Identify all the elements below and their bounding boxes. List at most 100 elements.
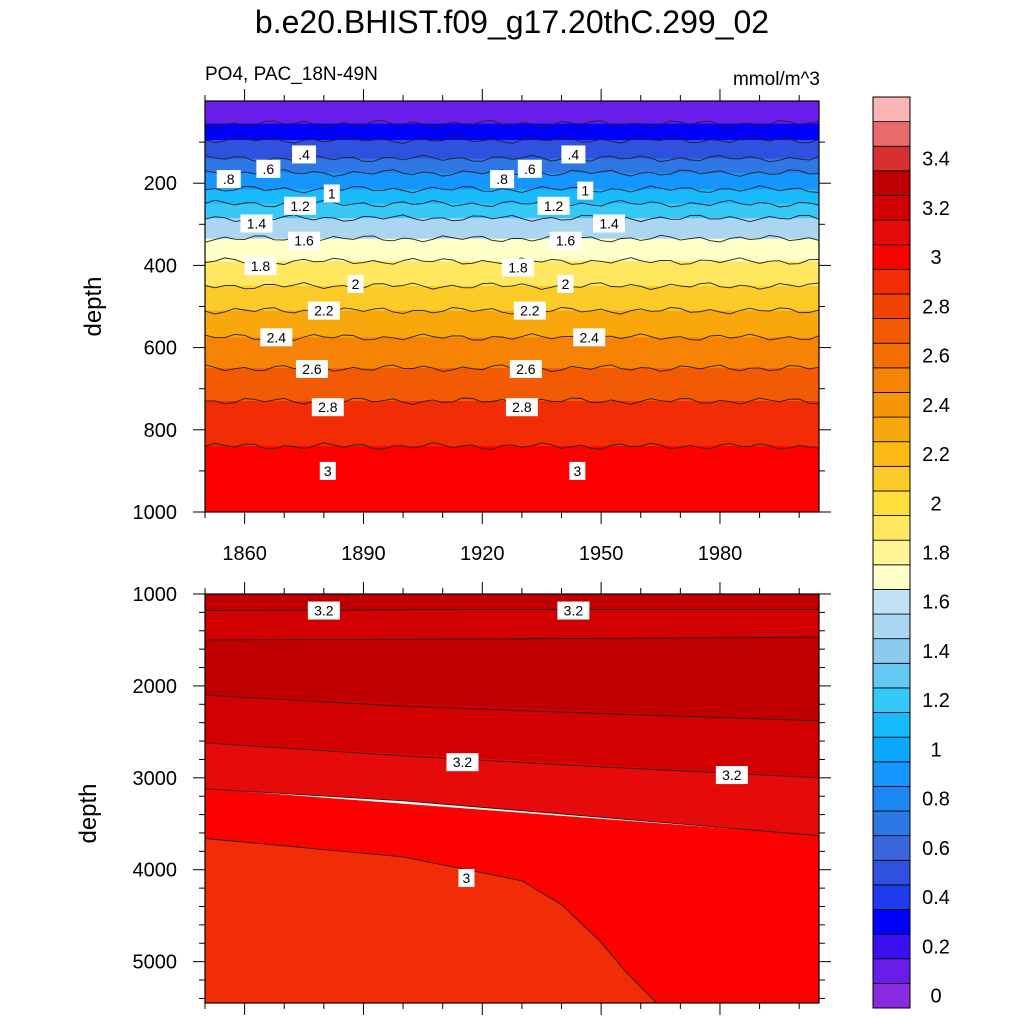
colorbar-tick-label: 0.8 xyxy=(922,789,950,811)
contour-label: 2 xyxy=(557,274,574,293)
colorbar-swatch xyxy=(872,736,911,763)
contour-label-box xyxy=(573,328,606,347)
contour-label-text: .8 xyxy=(496,171,508,187)
contour-line xyxy=(205,609,819,611)
contour-label-text: 1.8 xyxy=(251,258,271,274)
colorbar-tick-label: 2.4 xyxy=(922,395,950,417)
contour-label: .4 xyxy=(561,145,586,164)
contour-label-text: 3 xyxy=(463,870,471,886)
colorbar-swatch xyxy=(872,539,911,566)
contour-label: 1.2 xyxy=(537,196,570,215)
chart-title: b.e20.BHIST.f09_g17.20thC.299_02 xyxy=(254,4,770,40)
contour-label-text: .6 xyxy=(524,161,536,177)
colorbar-swatch xyxy=(872,835,911,861)
lower-plot-frame xyxy=(204,593,820,1004)
contour-label-box xyxy=(715,766,748,785)
contour-label-text: 1.4 xyxy=(247,215,267,231)
contour-label-box xyxy=(284,196,317,215)
contour-label-box xyxy=(517,159,542,178)
contour-line xyxy=(205,306,819,315)
colorbar-swatch xyxy=(872,687,911,713)
contour-label-box xyxy=(509,359,542,378)
contour-label-box xyxy=(577,181,594,200)
contour-label: .6 xyxy=(256,159,281,178)
filled-region xyxy=(205,594,819,611)
colorbar-swatch xyxy=(872,982,911,1009)
colorbar-tick-label: 2.6 xyxy=(922,346,950,368)
contour-label-box xyxy=(490,170,515,189)
contour-label-text: 1.8 xyxy=(508,259,528,275)
contour-label-text: 3 xyxy=(573,463,581,479)
colorbar-swatch xyxy=(872,219,911,246)
contour-label-box xyxy=(292,145,317,164)
contour-line xyxy=(205,788,819,837)
colorbar-frame xyxy=(872,96,911,1009)
contour-label-box xyxy=(549,231,582,250)
contour-label-box xyxy=(319,461,336,480)
contour-label-text: 3.2 xyxy=(564,603,584,619)
depth-band xyxy=(205,189,819,205)
contour-label-text: 2.6 xyxy=(516,361,536,377)
contour-label-text: 1 xyxy=(328,185,336,201)
colorbar-swatch xyxy=(872,810,911,837)
contour-line xyxy=(205,185,819,194)
colorbar-swatch xyxy=(872,392,911,418)
colorbar-swatch xyxy=(872,515,911,541)
contour-line xyxy=(205,636,819,641)
y-tick-label: 3000 xyxy=(133,768,178,790)
lower-contour-panel: 1000 2000 3000 4000 5000 depth 3.2 3.2 3.2 3.2 3 xyxy=(75,582,831,1015)
contour-label-box xyxy=(244,257,277,276)
contour-label: .4 xyxy=(292,145,317,164)
contour-line xyxy=(205,742,819,779)
contour-label: 2.6 xyxy=(509,359,542,378)
contour-label-box xyxy=(256,159,281,178)
contour-label-text: .4 xyxy=(298,146,310,162)
depth-band xyxy=(205,158,819,174)
contour-label: 2.8 xyxy=(505,398,538,417)
contour-label-text: 2.4 xyxy=(267,329,287,345)
contour-label: 3 xyxy=(569,461,586,480)
y-tick-label: 1000 xyxy=(133,502,178,524)
contour-label-box xyxy=(307,601,340,620)
depth-band xyxy=(205,101,819,125)
contour-label-text: .8 xyxy=(223,171,235,187)
contour-label: 1.6 xyxy=(288,231,321,250)
colorbar-swatch xyxy=(872,589,911,615)
contour-label: 2.2 xyxy=(307,301,340,320)
colorbar-swatch xyxy=(872,145,911,172)
contour-label-text: 2.4 xyxy=(580,329,600,345)
colorbar-tick-label: 0 xyxy=(930,986,941,1008)
colorbar-swatch xyxy=(872,884,911,910)
contour-label-text: .6 xyxy=(263,161,275,177)
contour-label-box xyxy=(501,258,534,277)
contour-line xyxy=(205,136,819,144)
contour-label-text: 3.2 xyxy=(314,603,334,619)
x-tick-label: 1920 xyxy=(460,543,505,565)
contour-label-text: 3 xyxy=(324,463,332,479)
contour-label-box xyxy=(537,196,570,215)
contour-label-text: 3.2 xyxy=(722,767,742,783)
contour-label: 3.2 xyxy=(446,753,479,772)
colorbar-tick-label: 1 xyxy=(930,739,941,761)
colorbar-swatch xyxy=(872,490,911,516)
contour-label: 3.2 xyxy=(557,601,590,620)
y-tick-label: 5000 xyxy=(133,952,178,974)
contour-label-box xyxy=(260,328,293,347)
colorbar-swatch xyxy=(872,121,911,147)
contour-label: 2 xyxy=(347,274,364,293)
contour-label-text: 1 xyxy=(581,183,589,199)
upper-contour-panel: 200 400 600 800 1000 1860 1890 1920 1950 1980 dept… xyxy=(80,89,831,565)
contour-label-box xyxy=(446,753,479,772)
contour-line xyxy=(205,333,819,341)
contour-label-box xyxy=(593,214,626,233)
units-label: mmol/m^3 xyxy=(732,69,820,90)
lower-fill-group xyxy=(205,594,819,1003)
colorbar-swatch xyxy=(872,244,911,270)
contour-label-text: 3.2 xyxy=(453,754,473,770)
depth-band xyxy=(205,446,819,512)
contour-label: 1.4 xyxy=(240,214,273,233)
colorbar-tick-label: 2.2 xyxy=(922,444,950,466)
colorbar-swatch xyxy=(872,318,911,344)
contour-label: 3.2 xyxy=(715,766,748,785)
